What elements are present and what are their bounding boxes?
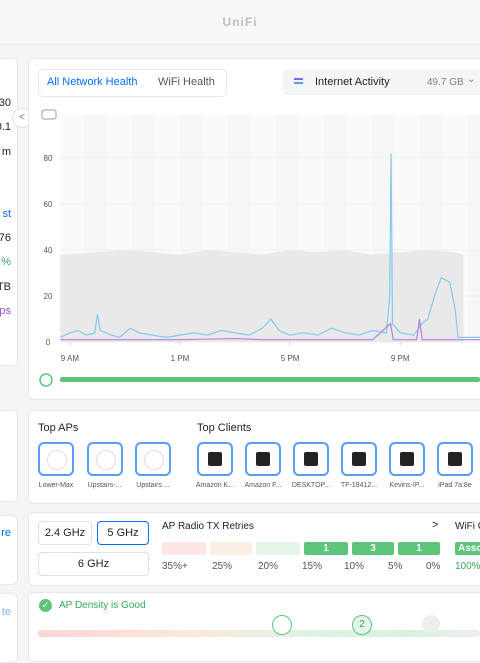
sidebar-text: 0.1	[0, 121, 11, 133]
retry-count: 1	[304, 542, 348, 555]
y-tick-label: 20	[44, 292, 53, 301]
section-title: Top APs	[38, 422, 79, 434]
series-line	[60, 153, 480, 339]
x-tick-label: 9 PM	[391, 354, 410, 363]
ap-tile[interactable]	[38, 442, 74, 476]
health-bar	[60, 377, 480, 382]
retry-segment	[162, 542, 206, 555]
client-tile[interactable]	[389, 442, 425, 476]
sidebar-card	[0, 58, 18, 366]
retry-segment	[210, 542, 252, 555]
client-tile[interactable]	[245, 442, 281, 476]
x-tick-label: 9 AM	[61, 354, 80, 363]
tile-icon	[47, 450, 67, 470]
band-button[interactable]: 6 GHz	[38, 552, 149, 576]
tab-group	[38, 69, 227, 97]
check-icon: ✓	[39, 599, 52, 612]
density-ap	[422, 615, 440, 633]
tile-icon	[144, 450, 164, 470]
dropdown-label: Internet Activity	[315, 76, 390, 88]
client-tile[interactable]	[293, 442, 329, 476]
tile-icon	[256, 452, 270, 466]
tile-label: Upstairs ...	[136, 482, 170, 489]
tab[interactable]: WiFi Health	[158, 76, 215, 88]
scale-label: 100%	[455, 561, 480, 572]
y-tick-label: 60	[44, 200, 53, 209]
y-tick-label: 40	[44, 246, 53, 255]
tile-icon	[95, 450, 116, 470]
sidebar-text: 76	[0, 232, 11, 244]
top-bar	[0, 0, 480, 45]
dropdown-caret: ⌄	[467, 74, 476, 85]
client-tile[interactable]	[197, 442, 233, 476]
chart: 0 20 40 60 80 9 AM 1 PM 5 PM 9 PM	[39, 109, 480, 387]
ap-tile[interactable]	[135, 442, 171, 476]
dropdown[interactable]	[283, 69, 480, 95]
scale-label: 20%	[258, 561, 279, 572]
band-button[interactable]: 2.4 GHz	[38, 521, 92, 545]
chart-icon	[41, 109, 57, 120]
client-tile[interactable]	[341, 442, 377, 476]
client-tile[interactable]	[437, 442, 473, 476]
sidebar-text: ps	[0, 305, 11, 317]
app-title: UniFi	[222, 15, 258, 29]
sidebar-card	[0, 410, 18, 502]
wifi-title: WiFi C	[455, 521, 480, 532]
tile-label: DESKTOP...	[291, 482, 331, 489]
band-button-active[interactable]: 5 GHz	[97, 521, 149, 545]
sidebar-card	[0, 593, 18, 663]
density-status: AP Density is Good	[59, 600, 146, 611]
density-ap	[272, 615, 292, 635]
scale-label: 0%	[426, 561, 441, 572]
tile-label: iPad 7a:8e	[438, 482, 472, 489]
y-tick-label: 80	[44, 154, 53, 163]
ap-tile[interactable]	[86, 442, 123, 476]
tile-label: Upstairs-...	[87, 482, 122, 489]
dropdown-icon	[294, 78, 303, 80]
tile-label: Kevins-IP...	[389, 482, 425, 489]
tile-icon	[352, 452, 366, 466]
tile-icon	[304, 452, 318, 466]
section-title: Top Clients	[197, 422, 252, 434]
scale-label: 5%	[388, 561, 403, 572]
density-gradient	[38, 630, 480, 637]
sidebar-text: 30	[0, 97, 11, 109]
tile-label: Lower-Max	[38, 482, 74, 489]
density-ap: 2	[352, 615, 372, 635]
tile-label: Amazon K...	[195, 482, 235, 489]
radio-title: AP Radio TX Retries	[162, 521, 254, 532]
sidebar-text: m	[1, 146, 11, 158]
tile-label: TF-19412...	[340, 482, 378, 489]
retry-count: 1	[398, 542, 440, 555]
sidebar-text: st	[2, 208, 11, 220]
health-icon	[39, 373, 53, 387]
x-tick-label: 5 PM	[281, 354, 300, 363]
column-band	[468, 115, 480, 342]
tile-icon	[400, 452, 414, 466]
sidebar-text: te	[1, 606, 11, 618]
scale-label: 25%	[212, 561, 233, 572]
sidebar-text: TB	[0, 281, 11, 293]
capacity-area	[60, 250, 464, 342]
assoc-segment: Asso	[455, 542, 480, 555]
x-tick-label: 1 PM	[171, 354, 190, 363]
scale-label: 15%	[302, 561, 323, 572]
tile-icon	[208, 452, 222, 466]
y-tick-label: 0	[46, 338, 51, 347]
scale-label: 10%	[344, 561, 365, 572]
sidebar-text: re	[1, 527, 11, 539]
series-line	[60, 318, 480, 341]
tab-active[interactable]: All Network Health	[47, 76, 138, 88]
sidebar-text: %	[1, 256, 11, 268]
retry-count: 3	[352, 542, 394, 555]
tile-label: Amazon F...	[244, 482, 282, 489]
dropdown-total: 49.7 GB	[427, 77, 464, 88]
more-arrow[interactable]: >	[432, 519, 439, 531]
scale-label: 35%+	[162, 561, 188, 572]
sidebar-card	[0, 515, 18, 585]
retry-segment	[256, 542, 300, 555]
tile-icon	[448, 452, 462, 466]
